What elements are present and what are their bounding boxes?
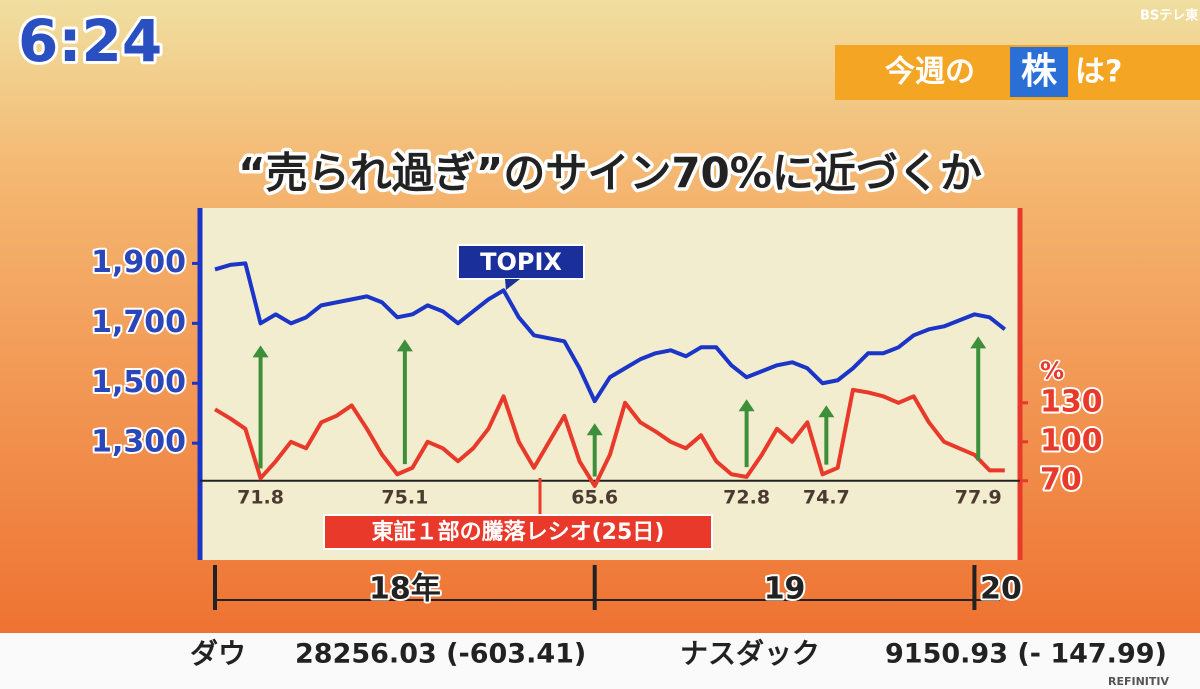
series-line [214,261,1007,404]
series-label-box [323,514,713,550]
topic-text: 今週の [885,55,975,90]
ticker-label: ナスダック [680,637,820,670]
y2-axis-label: % [1040,357,1064,385]
series-label: TOPIX [480,248,562,276]
arrow-head [970,336,987,349]
series-label-box [457,244,585,280]
y-tick-label: 1,300 [91,425,186,460]
plot-area [200,208,1020,560]
arrow-head [738,399,755,412]
series-label: 東証１部の騰落レシオ(25日) [372,519,665,545]
x-tick-label: 20 [980,572,1022,607]
topic-key: 株 [1021,51,1058,92]
chart-title: “売られ過ぎ”のサイン70%に近づくか [238,149,982,198]
annotation: 72.8 [723,487,770,509]
x-tick-label: 19 [764,572,806,607]
y-tick-label: 1,700 [91,305,186,340]
ticker-source: REFINITIV [1108,675,1169,688]
channel: BSテレ東 [1140,8,1198,24]
series-label-pointer [505,279,520,290]
arrow-head [396,339,413,352]
arrow-head [818,405,835,418]
series-line [213,387,1005,488]
annotation: 65.6 [571,487,618,509]
y-tick-label: 1,500 [91,365,186,400]
annotation: 74.7 [803,487,850,509]
y2-tick-label: 100 [1040,423,1103,458]
clock: 6:24 [18,7,162,75]
ticker-label: ダウ [190,637,246,670]
arrow-head [586,423,603,436]
y2-tick-label: 70 [1040,462,1082,497]
arrow-head [252,345,269,358]
ticker-value: 28256.03 (-603.41) [295,639,586,670]
y2-tick-label: 130 [1040,384,1103,419]
topic-text: は? [1075,55,1122,90]
annotation: 77.9 [955,487,1002,509]
ticker-value: 9150.93 (- 147.99) [885,639,1167,670]
annotation: 71.8 [237,487,284,509]
annotation: 75.1 [381,487,428,509]
ticker-bar [0,633,1200,689]
x-tick-label: 18年 [369,572,441,607]
topic-key-box [1010,47,1068,97]
y-tick-label: 1,900 [91,245,186,280]
